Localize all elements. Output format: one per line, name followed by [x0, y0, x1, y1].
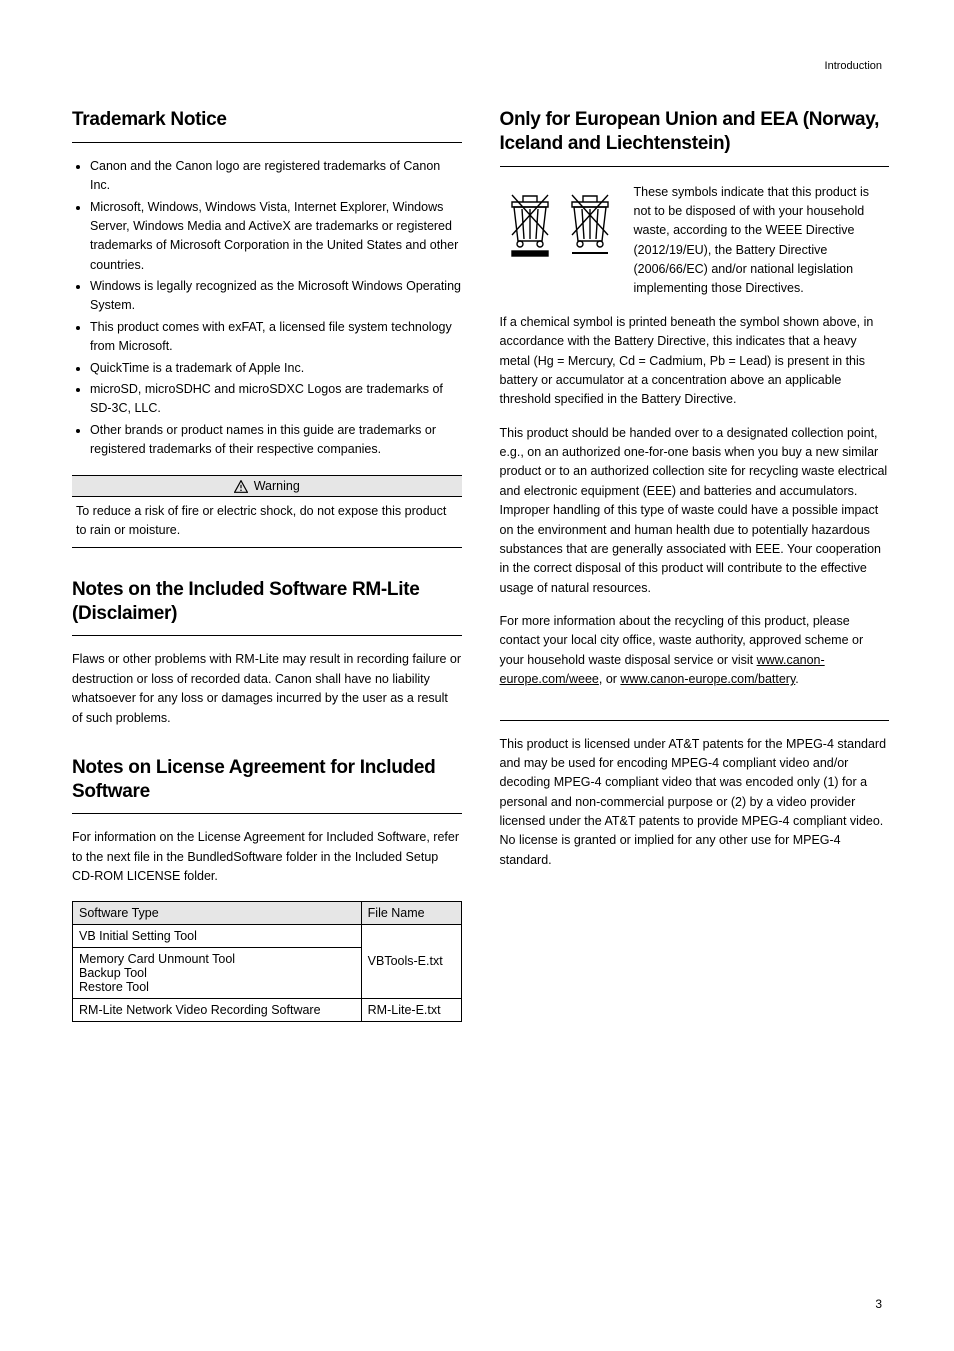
heading-license-agreement: Notes on License Agreement for Included … — [72, 756, 462, 815]
list-item: Microsoft, Windows, Windows Vista, Inter… — [90, 198, 462, 276]
right-column: Only for European Union and EEA (Norway,… — [500, 108, 890, 1022]
heading-trademark-notice: Trademark Notice — [72, 108, 462, 143]
table-row: VB Initial Setting Tool VBTools-E.txt — [73, 924, 462, 947]
col-file-name: File Name — [361, 901, 461, 924]
heading-eu-eea: Only for European Union and EEA (Norway,… — [500, 108, 890, 167]
cell-software-type: RM-Lite Network Video Recording Software — [73, 998, 362, 1021]
list-item: This product comes with exFAT, a license… — [90, 318, 462, 357]
eu-more-info-para: For more information about the recycling… — [500, 612, 890, 690]
eu-chemical-para: If a chemical symbol is printed beneath … — [500, 313, 890, 410]
page-number: 3 — [875, 1297, 882, 1311]
cell-file-name: RM-Lite-E.txt — [361, 998, 461, 1021]
warning-box: Warning To reduce a risk of fire or elec… — [72, 475, 462, 548]
table-row: RM-Lite Network Video Recording Software… — [73, 998, 462, 1021]
weee-symbols-icon — [500, 183, 620, 268]
heading-rmlite-disclaimer: Notes on the Included Software RM-Lite (… — [72, 578, 462, 637]
eu-intro-text: These symbols indicate that this product… — [634, 183, 890, 299]
breadcrumb: Introduction — [825, 60, 882, 72]
license-body: For information on the License Agreement… — [72, 828, 462, 886]
eu-collection-para: This product should be handed over to a … — [500, 424, 890, 598]
warning-label: Warning — [254, 479, 300, 493]
cell-software-type: VB Initial Setting Tool — [73, 924, 362, 947]
cell-software-type: Memory Card Unmount Tool Backup Tool Res… — [73, 947, 362, 998]
left-column: Trademark Notice Canon and the Canon log… — [72, 108, 462, 1022]
link-battery[interactable]: www.canon-europe.com/battery — [620, 672, 795, 686]
mpeg4-license-para: This product is licensed under AT&T pate… — [500, 735, 890, 871]
eu-p4-post: . — [795, 672, 798, 686]
list-item: Other brands or product names in this gu… — [90, 421, 462, 460]
rmlite-body: Flaws or other problems with RM-Lite may… — [72, 650, 462, 728]
list-item: Windows is legally recognized as the Mic… — [90, 277, 462, 316]
trademark-bullet-list: Canon and the Canon logo are registered … — [72, 157, 462, 460]
divider — [500, 720, 890, 721]
software-license-table: Software Type File Name VB Initial Setti… — [72, 901, 462, 1022]
eu-p4-mid: , or — [599, 672, 621, 686]
list-item: QuickTime is a trademark of Apple Inc. — [90, 359, 462, 378]
list-item: microSD, microSDHC and microSDXC Logos a… — [90, 380, 462, 419]
warning-body: To reduce a risk of fire or electric sho… — [72, 497, 462, 547]
cell-file-name: VBTools-E.txt — [361, 924, 461, 998]
warning-triangle-icon — [234, 480, 248, 493]
list-item: Canon and the Canon logo are registered … — [90, 157, 462, 196]
warning-header: Warning — [72, 476, 462, 497]
col-software-type: Software Type — [73, 901, 362, 924]
